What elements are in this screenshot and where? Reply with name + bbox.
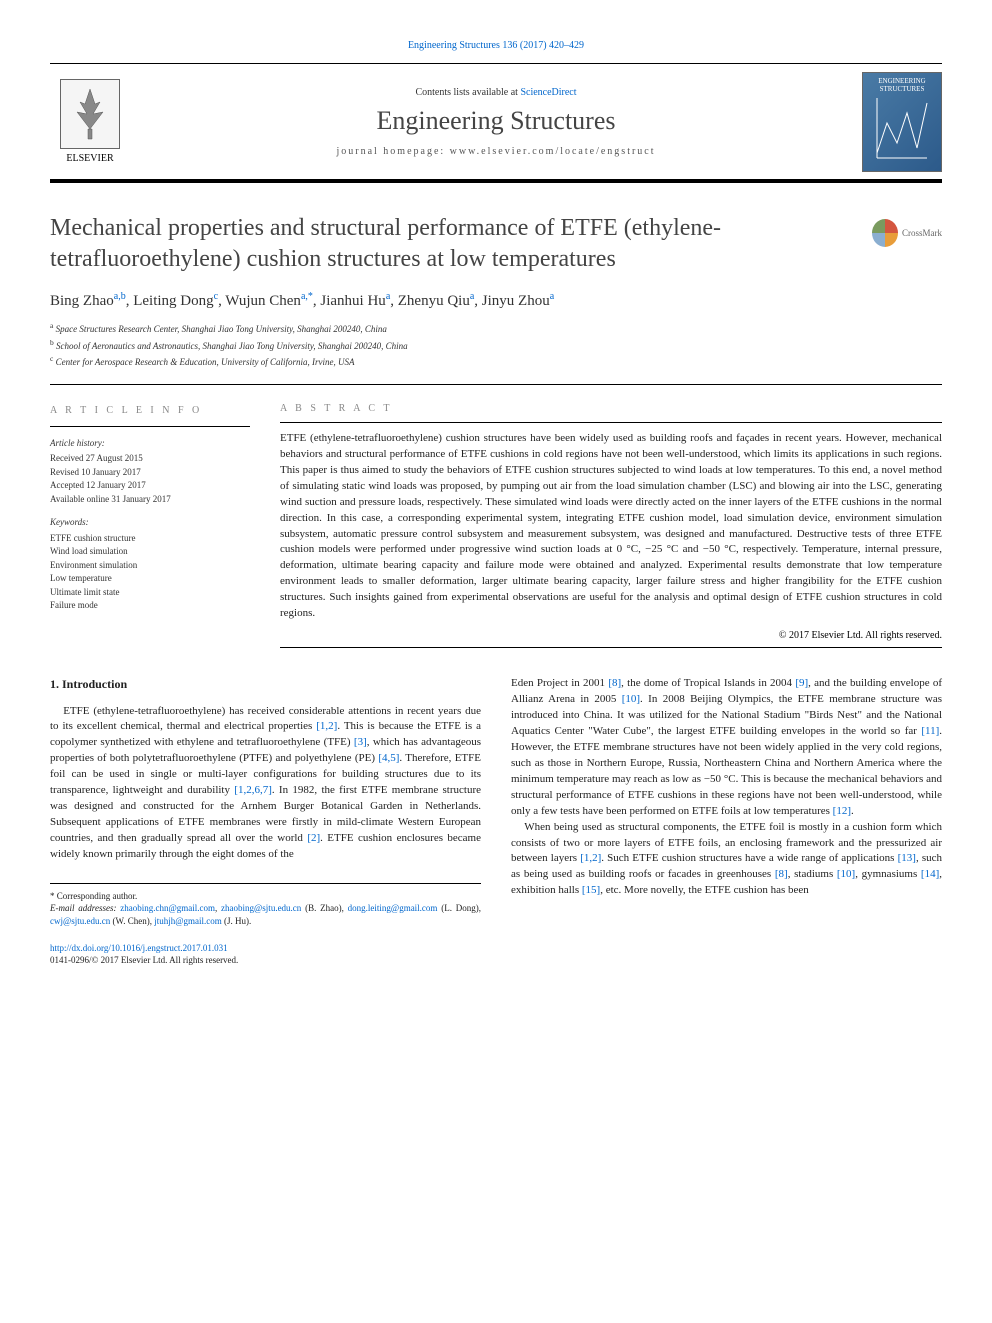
footnote-block: * Corresponding author. E-mail addresses… — [50, 883, 481, 928]
cover-label: ENGINEERING STRUCTURES — [867, 77, 937, 93]
divider — [50, 384, 942, 385]
affiliations: a Space Structures Research Center, Shan… — [50, 320, 942, 370]
journal-header: ELSEVIER Contents lists available at Sci… — [50, 63, 942, 183]
citation-ref[interactable]: [1,2,6,7] — [234, 784, 272, 796]
email-link[interactable]: zhaobing.chn@gmail.com — [120, 903, 215, 913]
citation-ref[interactable]: [3] — [354, 736, 367, 748]
abstract-bottom-divider — [280, 647, 942, 648]
citation-ref[interactable]: [1,2] — [316, 720, 337, 732]
author-aff-link[interactable]: a — [386, 291, 390, 302]
history-item: Received 27 August 2015 — [50, 452, 250, 466]
citation-ref[interactable]: [1,2] — [580, 852, 601, 864]
abstract: A B S T R A C T ETFE (ethylene-tetrafluo… — [280, 403, 942, 648]
keyword-item: Ultimate limit state — [50, 586, 250, 600]
citation-ref[interactable]: [11] — [921, 725, 939, 737]
author-aff-link[interactable]: c — [214, 291, 218, 302]
publisher-name: ELSEVIER — [66, 153, 113, 164]
citation-ref[interactable]: [10] — [622, 693, 640, 705]
emails-label: E-mail addresses: — [50, 903, 120, 913]
sciencedirect-link[interactable]: ScienceDirect — [520, 87, 576, 98]
authors-list: Bing Zhaoa,b, Leiting Dongc, Wujun Chena… — [50, 291, 942, 310]
keyword-item: Environment simulation — [50, 559, 250, 573]
author-aff-link[interactable]: a — [550, 291, 554, 302]
keywords-heading: Keywords: — [50, 516, 250, 530]
history-heading: Article history: — [50, 437, 250, 451]
email-link[interactable]: dong.leiting@gmail.com — [348, 903, 438, 913]
journal-homepage: journal homepage: www.elsevier.com/locat… — [130, 146, 862, 157]
affiliation: c Center for Aerospace Research & Educat… — [50, 353, 942, 370]
article-info: A R T I C L E I N F O Article history: R… — [50, 403, 250, 648]
keyword-item: ETFE cushion structure — [50, 532, 250, 546]
corresponding-author: * Corresponding author. — [50, 890, 481, 903]
citation-ref[interactable]: [8] — [775, 868, 788, 880]
history-item: Available online 31 January 2017 — [50, 493, 250, 507]
citation-ref[interactable]: [14] — [921, 868, 939, 880]
crossmark-icon — [872, 219, 898, 247]
abstract-copyright: © 2017 Elsevier Ltd. All rights reserved… — [280, 630, 942, 641]
footer-block: http://dx.doi.org/10.1016/j.engstruct.20… — [50, 942, 481, 967]
citation-ref[interactable]: [2] — [307, 832, 320, 844]
history-list: Received 27 August 2015Revised 10 Januar… — [50, 452, 250, 506]
body-column-right: Eden Project in 2001 [8], the dome of Tr… — [511, 676, 942, 967]
history-item: Accepted 12 January 2017 — [50, 479, 250, 493]
email-link[interactable]: zhaobing@sjtu.edu.cn — [221, 903, 301, 913]
author-aff-link[interactable]: a,b — [114, 291, 126, 302]
affiliation: a Space Structures Research Center, Shan… — [50, 320, 942, 337]
journal-name: Engineering Structures — [130, 106, 862, 136]
citation-ref[interactable]: [10] — [837, 868, 855, 880]
keyword-item: Low temperature — [50, 572, 250, 586]
crossmark-badge[interactable]: CrossMark — [872, 213, 942, 253]
section-1-heading: 1. Introduction — [50, 676, 481, 693]
email-link[interactable]: jtuhjh@gmail.com — [154, 916, 222, 926]
history-item: Revised 10 January 2017 — [50, 466, 250, 480]
author-aff-link[interactable]: a,* — [301, 291, 313, 302]
author: Leiting Dongc — [133, 293, 218, 309]
citation-link[interactable]: Engineering Structures 136 (2017) 420–42… — [50, 40, 942, 51]
journal-cover: ENGINEERING STRUCTURES — [862, 72, 942, 172]
author: Wujun Chena,* — [225, 293, 313, 309]
contents-prefix: Contents lists available at — [415, 87, 520, 98]
author: Zhenyu Qiua — [398, 293, 475, 309]
article-info-heading: A R T I C L E I N F O — [50, 403, 250, 418]
citation-ref[interactable]: [4,5] — [378, 752, 399, 764]
keyword-item: Failure mode — [50, 599, 250, 613]
contents-line: Contents lists available at ScienceDirec… — [130, 87, 862, 98]
keyword-item: Wind load simulation — [50, 545, 250, 559]
body-paragraph: ETFE (ethylene-tetrafluoroethylene) has … — [50, 704, 481, 863]
info-abstract-row: A R T I C L E I N F O Article history: R… — [50, 403, 942, 648]
author-aff-link[interactable]: a — [470, 291, 474, 302]
title-row: Mechanical properties and structural per… — [50, 213, 942, 275]
author: Jianhui Hua — [320, 293, 390, 309]
doi-link[interactable]: http://dx.doi.org/10.1016/j.engstruct.20… — [50, 943, 228, 953]
abstract-divider — [280, 422, 942, 423]
citation-ref[interactable]: [8] — [608, 677, 621, 689]
abstract-text: ETFE (ethylene-tetrafluoroethylene) cush… — [280, 431, 942, 622]
body-paragraph: Eden Project in 2001 [8], the dome of Tr… — [511, 676, 942, 819]
body-columns: 1. Introduction ETFE (ethylene-tetrafluo… — [50, 676, 942, 967]
citation-ref[interactable]: [15] — [582, 884, 600, 896]
email-link[interactable]: cwj@sjtu.edu.cn — [50, 916, 110, 926]
keywords-list: ETFE cushion structureWind load simulati… — [50, 532, 250, 613]
info-divider — [50, 426, 250, 427]
author: Jinyu Zhoua — [482, 293, 554, 309]
issn-copyright: 0141-0296/© 2017 Elsevier Ltd. All right… — [50, 954, 481, 967]
citation-ref[interactable]: [12] — [833, 805, 851, 817]
abstract-heading: A B S T R A C T — [280, 403, 942, 414]
citation-ref[interactable]: [9] — [795, 677, 808, 689]
elsevier-tree-icon — [60, 79, 120, 149]
body-paragraph: When being used as structural components… — [511, 820, 942, 900]
elsevier-logo: ELSEVIER — [50, 72, 130, 172]
body-column-left: 1. Introduction ETFE (ethylene-tetrafluo… — [50, 676, 481, 967]
author: Bing Zhaoa,b — [50, 293, 126, 309]
affiliation: b School of Aeronautics and Astronautics… — [50, 337, 942, 354]
header-center: Contents lists available at ScienceDirec… — [130, 87, 862, 157]
article-title: Mechanical properties and structural per… — [50, 213, 872, 275]
citation-ref[interactable]: [13] — [898, 852, 916, 864]
email-addresses: E-mail addresses: zhaobing.chn@gmail.com… — [50, 902, 481, 927]
crossmark-label: CrossMark — [902, 228, 942, 238]
